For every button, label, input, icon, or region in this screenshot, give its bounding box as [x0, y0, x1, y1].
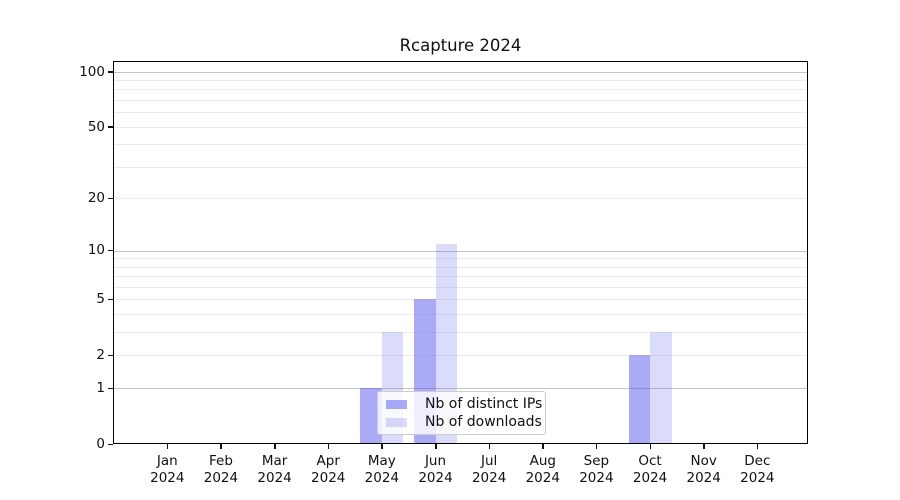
x-tick-label-mar: Mar 2024 — [257, 453, 292, 486]
gridline-minor-30 — [113, 166, 808, 168]
x-tick-mark-apr — [327, 444, 330, 449]
gridline-minor-70 — [113, 100, 808, 101]
gridline-minor-3 — [113, 332, 808, 334]
x-tick-mark-aug — [542, 444, 544, 449]
bar-nb-of-distinct-ips-may — [360, 388, 382, 444]
x-tick-label-jan: Jan 2024 — [150, 453, 185, 486]
y-tick-mark-10 — [108, 249, 113, 252]
y-tick-label-5: 5 — [96, 291, 105, 308]
y-tick-mark-0 — [108, 443, 113, 445]
y-tick-label-100: 100 — [79, 63, 105, 80]
x-tick-label-dec: Dec 2024 — [740, 453, 775, 486]
gridline-major-10 — [113, 250, 808, 252]
x-tick-mark-may — [381, 444, 383, 449]
y-tick-mark-100 — [108, 71, 113, 73]
x-tick-label-apr: Apr 2024 — [311, 453, 346, 486]
x-tick-mark-jun — [435, 444, 437, 449]
y-tick-mark-50 — [108, 126, 113, 128]
gridline-minor-60 — [113, 112, 808, 114]
x-tick-mark-mar — [274, 444, 276, 449]
x-tick-mark-feb — [220, 444, 222, 449]
x-tick-label-aug: Aug 2024 — [525, 453, 560, 486]
x-tick-label-feb: Feb 2024 — [203, 453, 239, 486]
x-tick-label-oct: Oct 2024 — [632, 453, 668, 486]
legend: Nb of distinct IPs Nb of downloads — [377, 391, 546, 435]
gridline-minor-8 — [113, 266, 808, 268]
x-tick-mark-oct — [649, 444, 652, 449]
y-tick-label-20: 20 — [87, 190, 105, 207]
gridline-major-100 — [113, 71, 808, 73]
y-tick-label-2: 2 — [96, 347, 105, 364]
x-tick-mark-jul — [488, 444, 491, 449]
gridline-minor-9 — [113, 258, 808, 260]
x-tick-mark-sep — [595, 444, 598, 449]
legend-swatch-distinct-ips — [386, 399, 407, 409]
gridline-minor-20 — [113, 198, 808, 200]
chart-title: Rcapture 2024 — [399, 36, 522, 55]
gridline-minor-7 — [113, 276, 808, 278]
y-tick-label-50: 50 — [87, 118, 105, 135]
gridline-minor-2 — [113, 355, 808, 357]
x-tick-label-jun: Jun 2024 — [418, 453, 453, 486]
y-tick-label-1: 1 — [96, 380, 105, 397]
x-tick-label-may: May 2024 — [364, 453, 400, 486]
x-tick-mark-nov — [703, 444, 705, 449]
legend-swatch-downloads — [386, 417, 407, 427]
legend-item-downloads: Nb of downloads — [386, 414, 542, 430]
gridline-minor-5 — [113, 299, 808, 301]
gridline-minor-50 — [113, 126, 808, 128]
x-tick-label-nov: Nov 2024 — [686, 453, 721, 486]
gridline-minor-40 — [113, 144, 808, 146]
gridline-minor-6 — [113, 287, 808, 288]
x-tick-label-jul: Jul 2024 — [471, 453, 507, 486]
legend-label-downloads: Nb of downloads — [425, 414, 542, 430]
y-tick-mark-1 — [108, 387, 113, 390]
x-tick-label-sep: Sep 2024 — [579, 453, 614, 486]
gridline-major-1 — [113, 388, 808, 390]
bars-layer — [113, 61, 808, 444]
gridlines-layer — [113, 61, 808, 444]
y-tick-mark-2 — [108, 354, 113, 357]
y-tick-mark-5 — [108, 298, 113, 301]
plot-area: Nb of distinct IPs Nb of downloads — [113, 61, 808, 444]
y-tick-mark-20 — [108, 197, 113, 200]
legend-item-distinct-ips: Nb of distinct IPs — [386, 396, 542, 412]
bar-nb-of-downloads-oct — [650, 332, 672, 444]
x-tick-mark-dec — [756, 444, 759, 449]
y-tick-label-0: 0 — [96, 436, 105, 452]
legend-label-distinct-ips: Nb of distinct IPs — [425, 396, 543, 412]
bar-nb-of-distinct-ips-oct — [628, 355, 651, 444]
gridline-minor-4 — [113, 314, 808, 316]
x-tick-mark-jan — [166, 444, 169, 449]
y-tick-label-10: 10 — [87, 242, 105, 259]
gridline-minor-90 — [113, 80, 808, 81]
gridline-minor-80 — [113, 89, 808, 91]
